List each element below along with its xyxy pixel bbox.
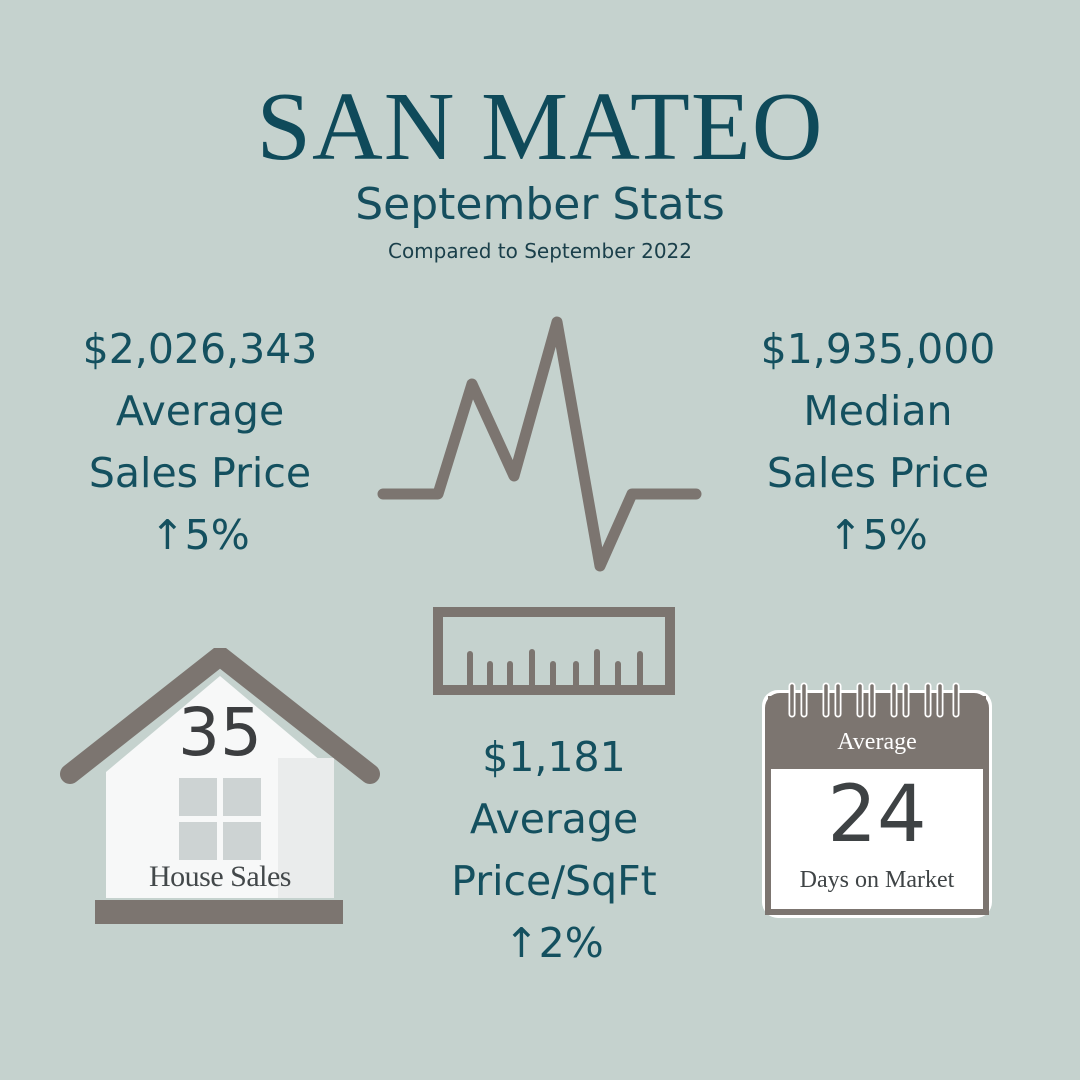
- stat-label: Median: [803, 387, 953, 435]
- stat-value: $2,026,343: [82, 325, 318, 373]
- heartbeat-line-icon: [377, 316, 702, 572]
- comparison-note: Compared to September 2022: [387, 239, 692, 263]
- ruler-icon: [433, 607, 675, 695]
- stat-label: Sales Price: [766, 449, 990, 497]
- stat-average-sales-price: $2,026,343 Average Sales Price ↑5%: [40, 318, 360, 566]
- stat-label: Average: [469, 795, 639, 843]
- days-on-market-header: Average: [837, 729, 917, 755]
- house-sales-label: House Sales: [149, 860, 291, 893]
- days-on-market-label: Days on Market: [799, 867, 955, 893]
- stat-label: Average: [115, 387, 285, 435]
- house-icon: [60, 648, 380, 924]
- stat-label: Price/SqFt: [451, 857, 657, 905]
- stat-value: $1,935,000: [760, 325, 996, 373]
- stat-price-per-sqft: $1,181 Average Price/SqFt ↑2%: [394, 726, 714, 974]
- window-icon: [179, 778, 261, 860]
- stat-change: ↑5%: [828, 511, 928, 559]
- calendar-icon: [762, 682, 992, 918]
- days-on-market-count: 24: [827, 770, 927, 860]
- stat-value: $1,181: [482, 733, 626, 781]
- stat-change: ↑5%: [150, 511, 250, 559]
- page-subtitle: September Stats: [355, 179, 725, 230]
- stat-label: Sales Price: [88, 449, 312, 497]
- house-sales-count: 35: [178, 694, 262, 771]
- stat-median-sales-price: $1,935,000 Median Sales Price ↑5%: [718, 318, 1038, 566]
- page-title: SAN MATEO: [256, 73, 824, 181]
- stat-change: ↑2%: [504, 919, 604, 967]
